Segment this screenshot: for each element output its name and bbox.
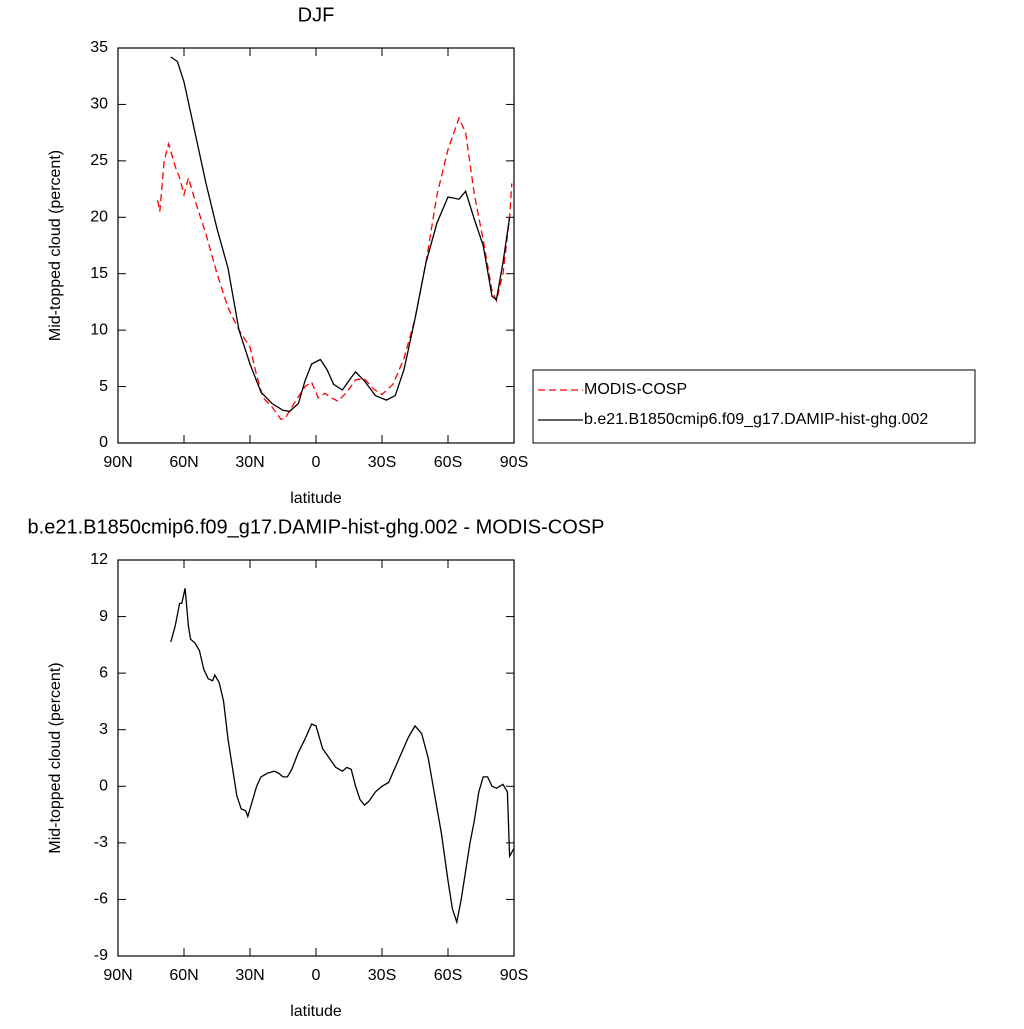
y-tick-label: 6 [99,664,108,681]
x-tick-label: 60N [169,967,198,984]
chart-title: b.e21.B1850cmip6.f09_g17.DAMIP-hist-ghg.… [28,516,605,538]
y-tick-label: -3 [94,834,108,851]
y-tick-label: 15 [90,265,108,282]
legend: MODIS-COSP b.e21.B1850cmip6.f09_g17.DAMIP… [532,369,976,444]
x-tick-label: 30N [235,454,264,471]
y-tick-label: 5 [99,378,108,395]
data-line [156,116,513,421]
chart-title: DJF [298,4,335,26]
y-tick-label: 0 [99,434,108,451]
y-tick-label: 25 [90,152,108,169]
y-tick-label: 9 [99,608,108,625]
y-axis-label: Mid-topped cloud (percent) [47,662,64,853]
x-tick-label: 90N [103,454,132,471]
x-axis-label: latitude [290,490,342,507]
x-tick-label: 60S [434,454,462,471]
plot-frame [117,47,515,444]
y-tick-label: 30 [90,96,108,113]
x-tick-label: 30N [235,967,264,984]
y-tick-label: 20 [90,209,108,226]
x-tick-label: 90S [500,454,528,471]
x-tick-label: 60N [169,454,198,471]
y-tick-label: 12 [90,551,108,568]
x-tick-label: 30S [368,967,396,984]
x-tick-label: 90S [500,967,528,984]
y-tick-label: 0 [99,778,108,795]
y-tick-label: 3 [99,721,108,738]
data-line [170,588,515,925]
x-tick-label: 0 [312,967,321,984]
y-tick-label: 35 [90,39,108,56]
y-axis-label: Mid-topped cloud (percent) [47,150,64,341]
plot-frame [117,559,515,957]
y-tick-label: -9 [94,947,108,964]
legend-label: b.e21.B1850cmip6.f09_g17.DAMIP-hist-ghg.… [584,411,928,428]
legend-label: MODIS-COSP [584,381,687,398]
x-tick-label: 0 [312,454,321,471]
data-line [170,56,511,413]
x-tick-label: 90N [103,967,132,984]
y-tick-label: -6 [94,891,108,908]
y-tick-label: 10 [90,321,108,338]
x-tick-label: 60S [434,967,462,984]
legend-box [532,369,976,444]
x-axis-label: latitude [290,1003,342,1020]
x-tick-label: 30S [368,454,396,471]
